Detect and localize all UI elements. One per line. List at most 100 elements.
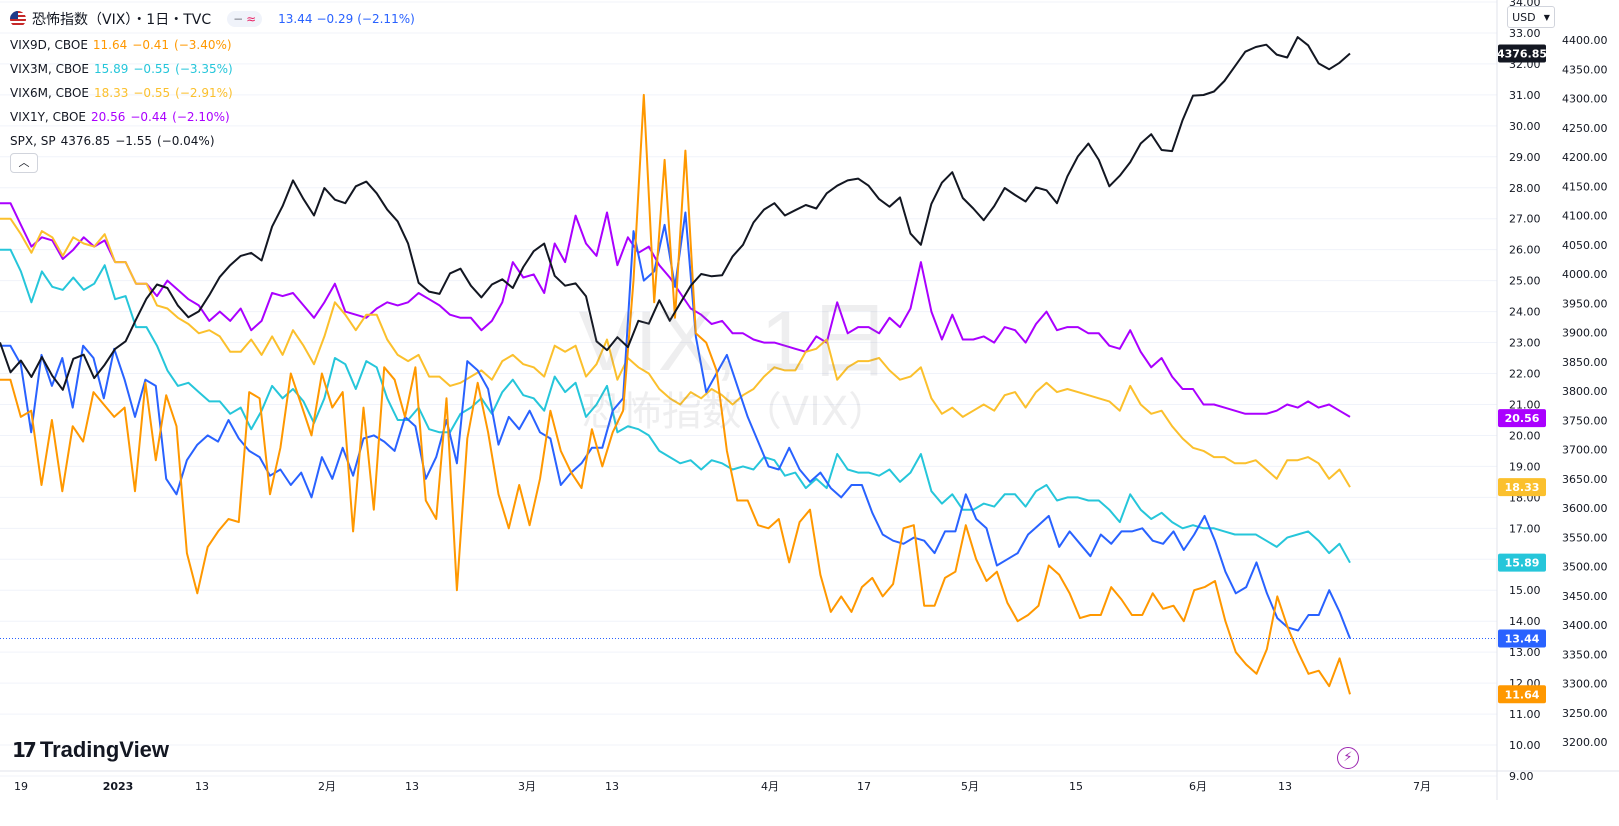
- left-axis-tick: 17.00: [1509, 522, 1541, 535]
- main-symbol-values: 13.44 −0.29 (−2.11%): [278, 12, 415, 26]
- time-axis-tick: 2023: [103, 780, 134, 793]
- last-value-label: 4376.85: [1497, 44, 1547, 63]
- left-axis-tick: 33.00: [1509, 27, 1541, 40]
- time-axis-tick: 15: [1069, 780, 1083, 793]
- last-value-badge: [1498, 409, 1546, 428]
- time-axis-tick: 19: [14, 780, 28, 793]
- right-axis-tick: 4200.00: [1562, 151, 1608, 164]
- time-axis-tick: 5月: [961, 780, 979, 793]
- right-axis-tick: 3450.00: [1562, 590, 1608, 603]
- legend-name: SPX, SP: [10, 134, 56, 148]
- left-axis-tick: 31.00: [1509, 89, 1541, 102]
- last-value-text: 13.44: [1505, 633, 1540, 646]
- legend-last: 15.89: [94, 62, 129, 76]
- legend-name: VIX3M, CBOE: [10, 62, 90, 76]
- left-axis-tick: 11.00: [1509, 708, 1541, 721]
- last-value-label: 20.56: [1498, 409, 1546, 428]
- chevron-up-icon[interactable]: ︿: [10, 153, 38, 173]
- right-axis-tick: 4250.00: [1562, 122, 1608, 135]
- approx-icon[interactable]: ≈: [246, 12, 257, 26]
- left-axis-tick: 15.00: [1509, 584, 1541, 597]
- left-axis-tick: 34.00: [1509, 0, 1541, 9]
- left-axis-tick: 26.00: [1509, 244, 1541, 257]
- lightning-icon[interactable]: ⚡: [1337, 747, 1359, 769]
- last-value-label: 18.33: [1498, 478, 1546, 497]
- right-axis-tick: 3500.00: [1562, 561, 1608, 574]
- price-axes: 9.0010.0011.0012.0013.0014.0015.0016.001…: [0, 0, 1619, 800]
- comparison-legend: VIX9D, CBOE 11.64 −0.41 (−3.40%) VIX3M, …: [10, 33, 233, 153]
- last-value-badge: [1498, 629, 1546, 648]
- left-axis-tick: 28.00: [1509, 182, 1541, 195]
- right-axis-tick: 4050.00: [1562, 239, 1608, 252]
- compare-icon[interactable]: − ≈: [227, 11, 263, 27]
- time-axis-tick: 4月: [761, 780, 779, 793]
- right-axis-tick: 3750.00: [1562, 414, 1608, 427]
- last-value-badge: [1498, 685, 1546, 704]
- last-value-text: 15.89: [1505, 557, 1540, 570]
- last-value-text: 20.56: [1505, 412, 1540, 425]
- last-value-text: 4376.85: [1497, 48, 1547, 61]
- left-axis-tick: 21.00: [1509, 398, 1541, 411]
- left-axis-tick: 14.00: [1509, 615, 1541, 628]
- main-last: 13.44: [278, 12, 313, 26]
- legend-values: 20.56 −0.44 (−2.10%): [91, 110, 230, 124]
- series-line-vix3m: [0, 248, 1351, 564]
- left-axis-tick: 19.00: [1509, 460, 1541, 473]
- right-axis-tick: 4150.00: [1562, 180, 1608, 193]
- currency-select[interactable]: USD ▼: [1507, 6, 1555, 28]
- legend-change: −0.55: [133, 86, 171, 100]
- series-line-vix9d: [0, 93, 1351, 695]
- legend-values: 11.64 −0.41 (−3.40%): [93, 38, 232, 52]
- time-axis-tick: 6月: [1189, 780, 1207, 793]
- hide-icon[interactable]: −: [233, 12, 244, 26]
- right-axis-tick: 3850.00: [1562, 356, 1608, 369]
- main-symbol-legend[interactable]: 恐怖指数（VIX）・1日・TVC − ≈ 13.44 −0.29 (−2.11%…: [10, 9, 415, 29]
- legend-row-vix1y[interactable]: VIX1Y, CBOE 20.56 −0.44 (−2.10%): [10, 105, 233, 129]
- legend-change-pct: (−3.40%): [174, 38, 232, 52]
- legend-values: 18.33 −0.55 (−2.91%): [94, 86, 233, 100]
- us-flag-icon: [10, 11, 26, 27]
- legend-values: 15.89 −0.55 (−3.35%): [94, 62, 233, 76]
- legend-change: −0.41: [132, 38, 170, 52]
- gridlines: [0, 1, 1497, 777]
- legend-change-pct: (−0.04%): [156, 134, 215, 148]
- right-axis-tick: 3600.00: [1562, 502, 1608, 515]
- time-axis-tick: 13: [195, 780, 209, 793]
- right-axis-tick: 3700.00: [1562, 444, 1608, 457]
- left-axis-tick: 10.00: [1509, 739, 1541, 752]
- legend-change-pct: (−3.35%): [175, 62, 233, 76]
- last-value-badge: [1498, 44, 1546, 63]
- last-value-label: 11.64: [1498, 685, 1546, 704]
- last-value-badge: [1498, 553, 1546, 572]
- last-value-labels: 4376.85 20.56 18.33 15.89 13.44 11.64: [1497, 44, 1547, 704]
- legend-row-spx[interactable]: SPX, SP 4376.85 −1.55 (−0.04%): [10, 129, 233, 153]
- legend-change: −0.55: [133, 62, 171, 76]
- series-line-vix: [0, 211, 1351, 639]
- legend-name: VIX6M, CBOE: [10, 86, 90, 100]
- legend-last: 11.64: [92, 38, 128, 52]
- time-axis-tick: 13: [405, 780, 419, 793]
- left-axis-tick: 23.00: [1509, 337, 1541, 350]
- main-symbol-title[interactable]: 恐怖指数（VIX）・1日・TVC: [32, 12, 212, 28]
- last-value-text: 18.33: [1505, 481, 1540, 494]
- time-axis-tick: 13: [1278, 780, 1292, 793]
- legend-row-vix9d[interactable]: VIX9D, CBOE 11.64 −0.41 (−3.40%): [10, 33, 233, 57]
- legend-row-vix6m[interactable]: VIX6M, CBOE 18.33 −0.55 (−2.91%): [10, 81, 233, 105]
- legend-row-vix3m[interactable]: VIX3M, CBOE 15.89 −0.55 (−3.35%): [10, 57, 233, 81]
- left-axis-tick: 24.00: [1509, 306, 1541, 319]
- right-axis-tick: 4350.00: [1562, 63, 1608, 76]
- tradingview-logo[interactable]: 17 TradingView: [12, 737, 169, 763]
- legend-change-pct: (−2.91%): [175, 86, 233, 100]
- last-value-label: 15.89: [1498, 553, 1546, 572]
- right-axis-tick: 3950.00: [1562, 297, 1608, 310]
- right-axis-tick: 3650.00: [1562, 473, 1608, 486]
- brand-name: TradingView: [39, 737, 170, 762]
- left-axis-tick: 25.00: [1509, 275, 1541, 288]
- right-axis-tick: 3550.00: [1562, 531, 1608, 544]
- legend-name: VIX9D, CBOE: [10, 38, 88, 52]
- legend-values: 4376.85 −1.55 (−0.04%): [61, 134, 215, 148]
- currency-label: USD: [1512, 10, 1536, 24]
- legend-last: 20.56: [91, 110, 126, 124]
- time-axis-tick: 2月: [318, 780, 336, 793]
